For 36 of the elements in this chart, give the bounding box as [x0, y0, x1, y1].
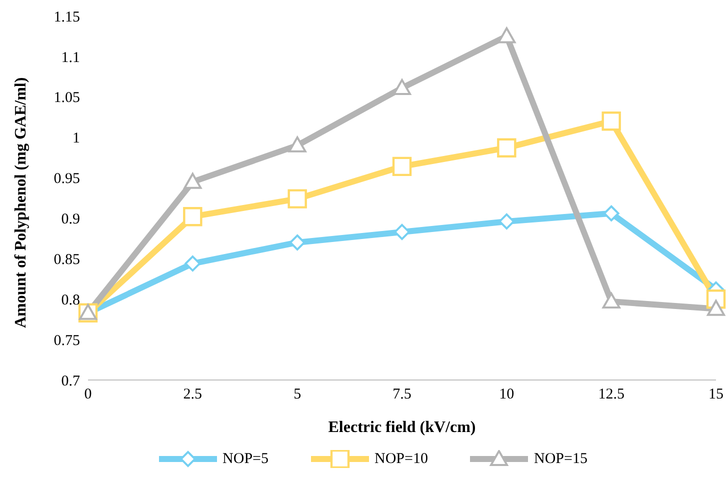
x-tick-label: 0 [84, 386, 92, 403]
y-tick-label: 0.8 [61, 292, 80, 308]
point [603, 205, 620, 222]
point [392, 156, 412, 176]
point [288, 189, 307, 208]
legend-label: NOP=15 [534, 450, 588, 468]
y-tick-label: 0.95 [54, 171, 80, 188]
point [602, 112, 621, 131]
y-tick-label: 0.9 [61, 212, 80, 228]
point [184, 172, 202, 189]
y-tick-label: 0.85 [54, 252, 80, 268]
point [183, 207, 202, 226]
x-axis-title: Electric field (kV/cm) [328, 419, 476, 436]
x-tick-label: 10 [499, 386, 514, 403]
point [707, 300, 725, 316]
point [602, 292, 620, 309]
x-tick-label: 2.5 [183, 386, 202, 403]
point [289, 234, 306, 250]
y-tick-label: 1.15 [54, 9, 80, 26]
y-tick-label: 0.7 [61, 373, 80, 390]
y-tick-label: 1.1 [61, 50, 80, 66]
y-tick-label: 1 [72, 130, 80, 147]
y-tick-label: 0.75 [54, 332, 80, 349]
x-tick-label: 7.5 [392, 386, 412, 403]
x-tick-label: 5 [294, 386, 302, 403]
point [497, 138, 516, 158]
x-tick-label: 15 [708, 386, 724, 403]
y-axis-title: Amount of Polyphenol (mg GAE/ml) [12, 77, 30, 328]
point [184, 256, 201, 272]
legend-label: NOP=5 [222, 450, 269, 468]
point [498, 27, 516, 44]
y-tick-label: 1.05 [54, 90, 80, 106]
legend-label: NOP=10 [374, 450, 428, 468]
point [394, 224, 410, 240]
x-tick-label: 12.5 [598, 386, 624, 403]
point [288, 136, 306, 152]
